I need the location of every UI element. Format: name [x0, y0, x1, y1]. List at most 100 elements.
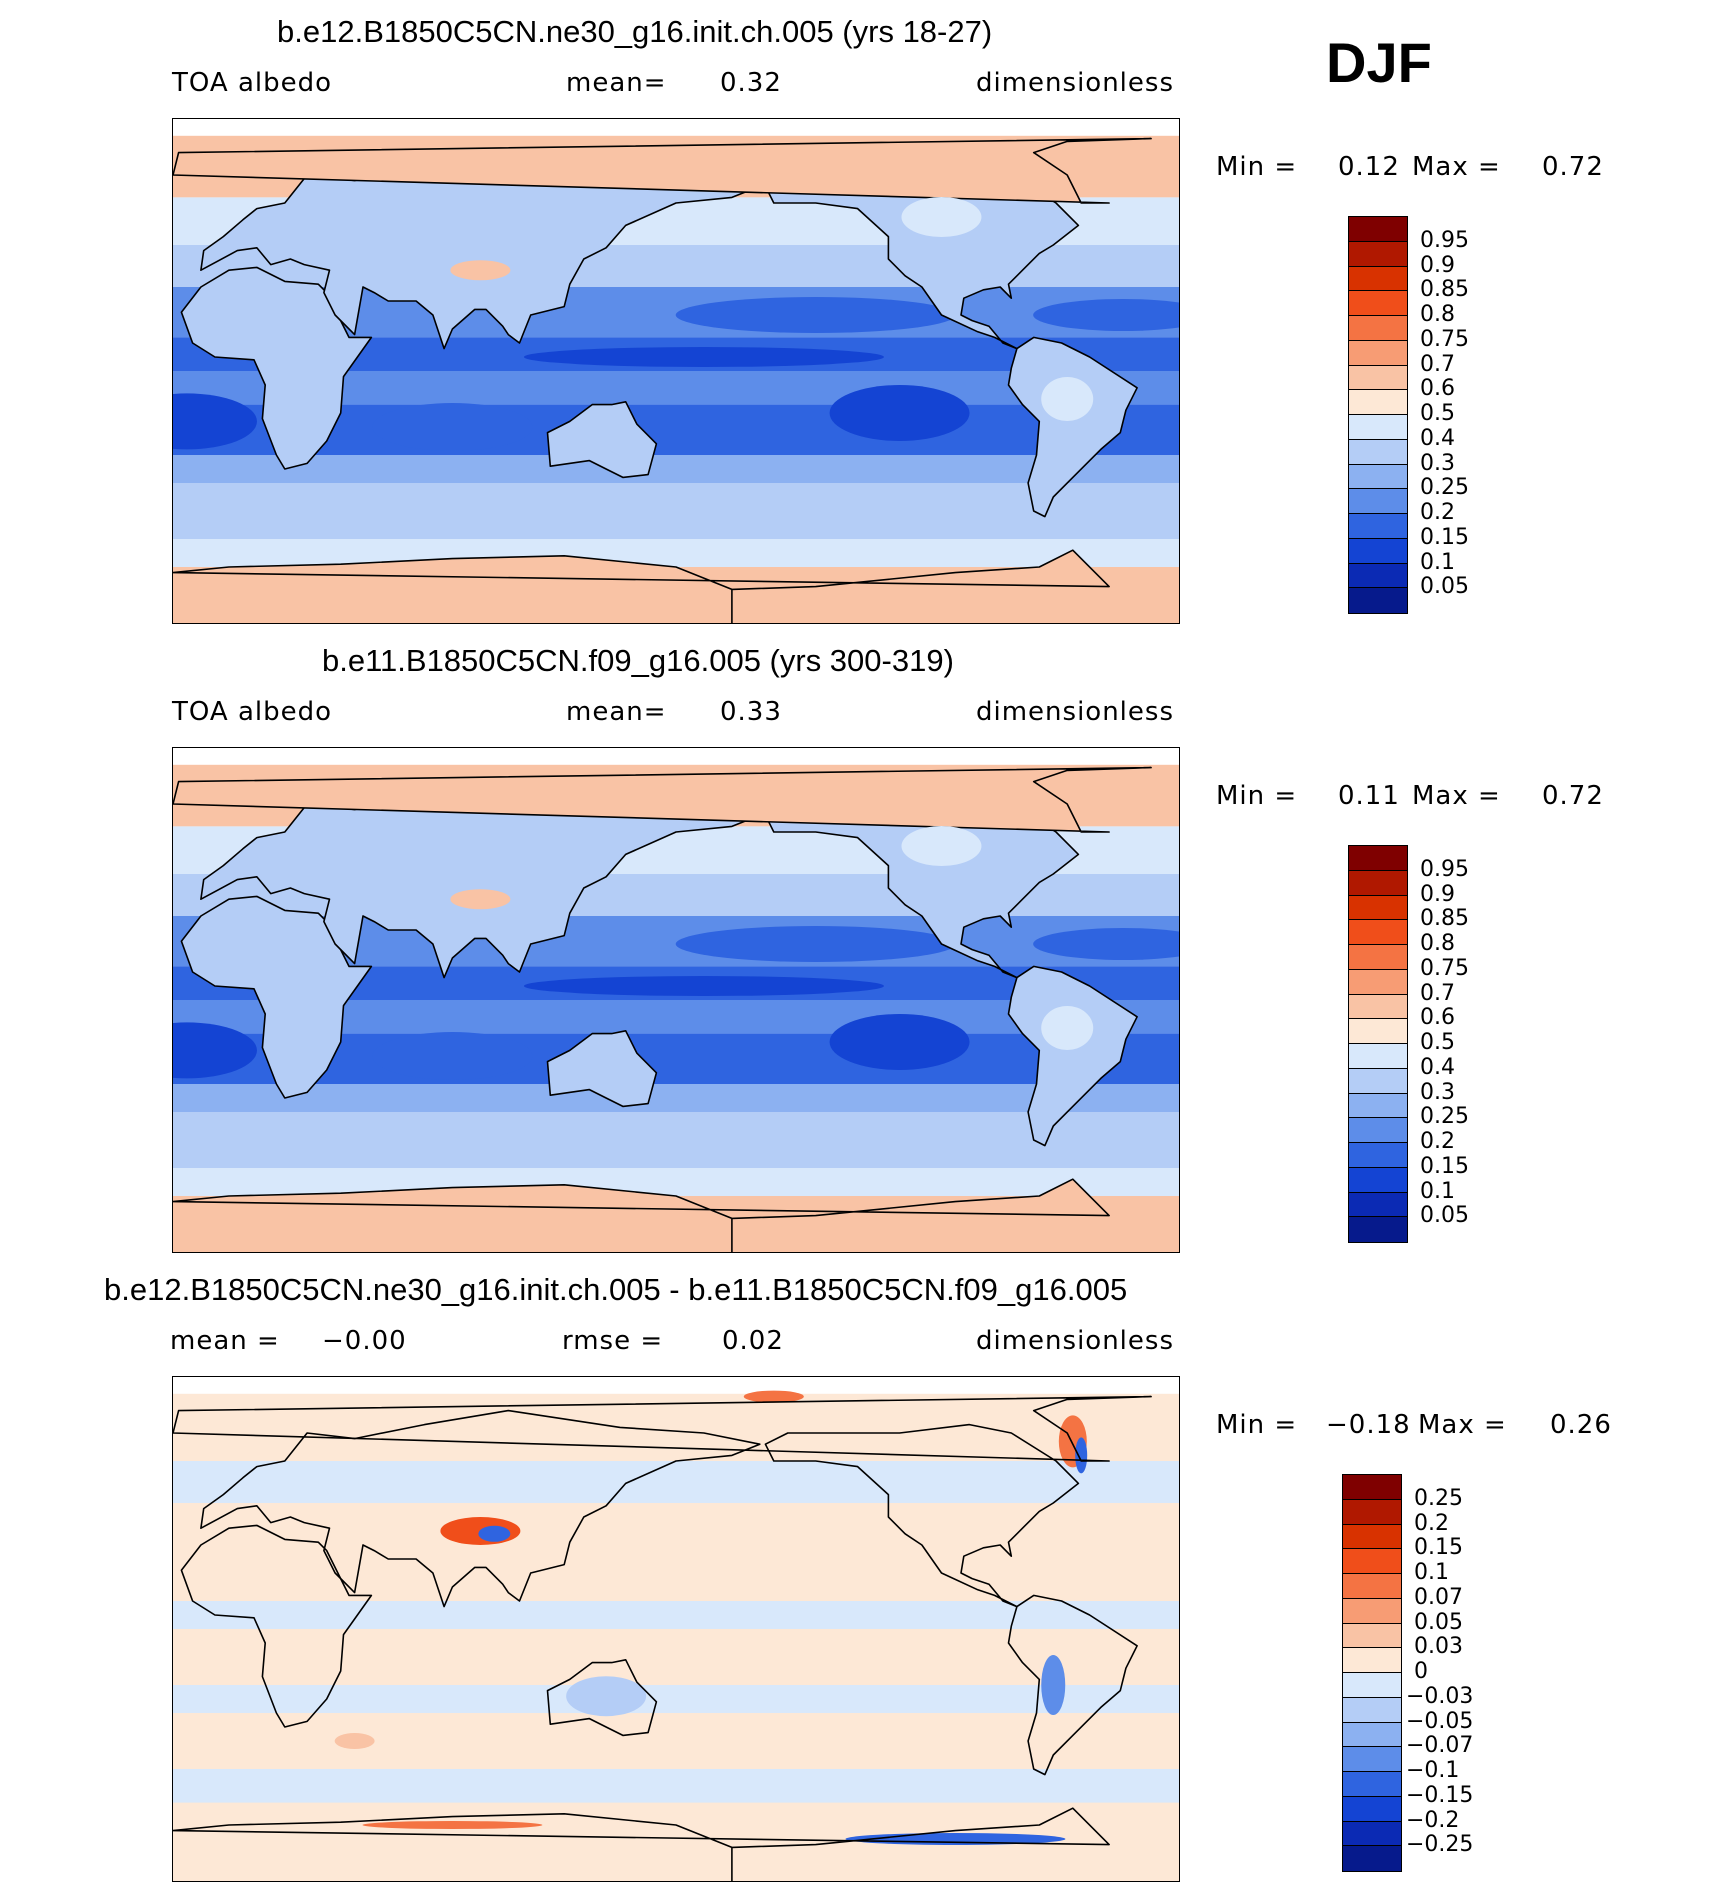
albedo-blob [829, 385, 970, 441]
panel2-min-value: 0.11 [1338, 781, 1400, 811]
colorbar-label: 0.7 [1420, 351, 1455, 377]
colorbar-label: 0.1 [1420, 549, 1455, 575]
colorbar-swatch [1349, 1044, 1407, 1069]
colorbar-label: 0.85 [1420, 277, 1469, 303]
coastline-africa [180, 266, 373, 470]
albedo-band [173, 1112, 1179, 1168]
colorbar-swatch [1349, 1068, 1407, 1094]
colorbar-swatch [1349, 1118, 1407, 1143]
panel3-max-label: Max = [1418, 1410, 1507, 1440]
colorbar-label: 0.9 [1420, 881, 1455, 907]
coastline-greenland [173, 1395, 1152, 1462]
colorbar-label: 0.05 [1420, 1203, 1469, 1229]
diff-band [173, 1685, 1179, 1713]
colorbar-label: −0.03 [1406, 1683, 1474, 1709]
panel2-mean-value: 0.33 [720, 697, 782, 727]
colorbar-swatch [1349, 994, 1407, 1020]
panel2-colorbar [1348, 845, 1408, 1243]
diff-band [173, 1461, 1179, 1503]
colorbar-label: 0.4 [1420, 1054, 1455, 1080]
panel3-min-value: −0.18 [1326, 1410, 1411, 1440]
albedo-blob [450, 889, 511, 910]
map-blank-band [173, 119, 1179, 136]
albedo-blob [1033, 299, 1179, 331]
season-label: DJF [1326, 31, 1432, 94]
coastline-greenland [173, 137, 1152, 204]
colorbar-label: 0.3 [1420, 1079, 1455, 1105]
panel1-max-value: 0.72 [1542, 152, 1604, 182]
albedo-blob [901, 197, 982, 237]
colorbar-swatch [1349, 390, 1407, 415]
panel3-mean-label: mean = [170, 1326, 280, 1356]
colorbar-swatch [1343, 1499, 1401, 1525]
colorbar-swatch [1343, 1475, 1401, 1500]
colorbar-swatch [1349, 563, 1407, 589]
panel2-max-label: Max = [1412, 781, 1501, 811]
diff-blob [362, 1821, 543, 1829]
colorbar-swatch [1349, 1019, 1407, 1044]
albedo-blob [173, 393, 257, 450]
panel1-max-label: Max = [1412, 152, 1501, 182]
colorbar-swatch [1349, 945, 1407, 970]
colorbar-label: 0.15 [1420, 524, 1469, 550]
coastline-antarctica [173, 1178, 1110, 1252]
coastline-samerica [1007, 965, 1138, 1147]
colorbar-swatch [1349, 316, 1407, 341]
albedo-band [173, 1084, 1179, 1112]
colorbar-label: 0.05 [1420, 574, 1469, 600]
diff-blob [1075, 1437, 1088, 1474]
panel1-map [172, 118, 1180, 624]
colorbar-swatch [1349, 1192, 1407, 1218]
colorbar-label: 0.6 [1420, 1005, 1455, 1031]
panel1-colorbar [1348, 216, 1408, 614]
albedo-band [173, 455, 1179, 483]
colorbar-label: −0.25 [1406, 1832, 1474, 1858]
colorbar-swatch [1343, 1549, 1401, 1574]
colorbar-label: 0.75 [1420, 326, 1469, 352]
panel1-variable-label: TOA albedo [172, 68, 333, 98]
colorbar-swatch [1349, 1143, 1407, 1168]
panel2-min-label: Min = [1216, 781, 1298, 811]
colorbar-label: 0.25 [1420, 1104, 1469, 1130]
colorbar-swatch [1349, 217, 1407, 242]
panel2-map [172, 747, 1180, 1253]
colorbar-swatch [1349, 895, 1407, 921]
albedo-band [173, 1168, 1179, 1196]
colorbar-label: 0.8 [1420, 931, 1455, 956]
diff-band [173, 1769, 1179, 1803]
panel1-title: b.e12.B1850C5CN.ne30_g16.init.ch.005 (yr… [277, 14, 993, 49]
colorbar-label: 0.1 [1414, 1560, 1449, 1585]
colorbar-swatch [1343, 1772, 1401, 1797]
colorbar-swatch [1349, 464, 1407, 490]
panel2-units: dimensionless [976, 697, 1174, 727]
map-blank-band [173, 748, 1179, 765]
colorbar-label: 0.75 [1420, 955, 1469, 981]
panel3-colorbar [1342, 1474, 1402, 1872]
colorbar-swatch [1349, 1217, 1407, 1242]
colorbar-label: 0.15 [1414, 1535, 1463, 1561]
colorbar-label: 0.8 [1420, 302, 1455, 327]
colorbar-swatch [1349, 969, 1407, 995]
panel2-variable-label: TOA albedo [172, 697, 333, 727]
colorbar-swatch [1349, 538, 1407, 564]
panel2-mean-label: mean= [566, 697, 667, 727]
colorbar-label: 0 [1414, 1659, 1428, 1684]
panel3-mean-value: −0.00 [322, 1326, 407, 1356]
diff-blob [1041, 1655, 1066, 1715]
coastline-africa [180, 895, 373, 1099]
albedo-blob [372, 403, 533, 451]
colorbar-label: 0.15 [1420, 1153, 1469, 1179]
colorbar-swatch [1343, 1697, 1401, 1723]
albedo-blob [523, 976, 884, 996]
panel1-mean-value: 0.32 [720, 68, 782, 98]
colorbar-swatch [1343, 1648, 1401, 1673]
coastline-samerica [1007, 336, 1138, 518]
colorbar-swatch [1349, 920, 1407, 945]
diff-blob [334, 1733, 375, 1749]
colorbar-swatch [1343, 1673, 1401, 1698]
diff-blob [743, 1390, 804, 1403]
albedo-blob [901, 826, 982, 866]
albedo-band [173, 483, 1179, 539]
colorbar-swatch [1349, 340, 1407, 366]
albedo-blob [1041, 377, 1094, 421]
